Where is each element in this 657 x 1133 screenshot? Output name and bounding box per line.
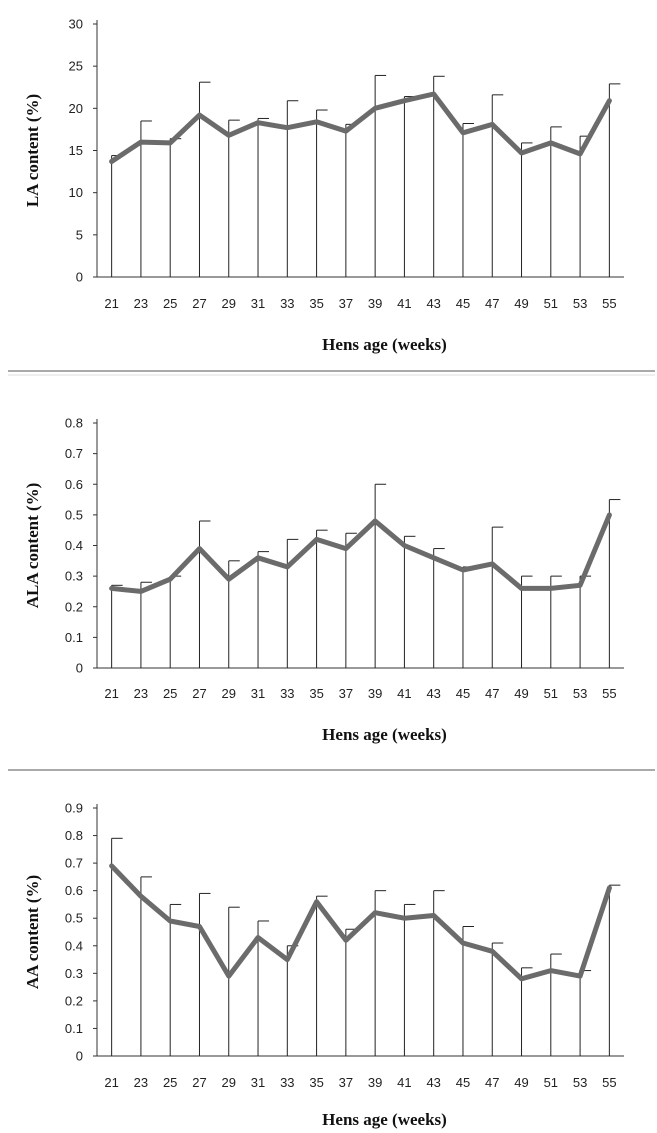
- series-line: [109, 863, 612, 982]
- x-tick-label: 51: [544, 1075, 558, 1090]
- x-tick-label: 29: [222, 296, 236, 311]
- x-tick-label: 55: [602, 296, 616, 311]
- y-tick-label: 0: [76, 661, 83, 676]
- x-tick-label: 23: [134, 686, 148, 701]
- x-tick-label: 43: [426, 1075, 440, 1090]
- y-tick-label: 0.6: [65, 477, 83, 492]
- y-tick-label: 0: [76, 1049, 83, 1064]
- x-tick-label: 53: [573, 296, 587, 311]
- x-tick-label: 25: [163, 296, 177, 311]
- x-tick-label: 41: [397, 686, 411, 701]
- aa-content-chart: 0 0.1 0.2 0.3 0.4 0.5 0.6 0.7 0.8 0.9 21 23 25 27 29 31…: [23, 801, 624, 1129]
- x-tick-label: 39: [368, 686, 382, 701]
- x-tick-label: 53: [573, 1075, 587, 1090]
- x-tick-label: 45: [456, 296, 470, 311]
- x-tick-label: 33: [280, 686, 294, 701]
- y-tick-label: 0.8: [65, 416, 83, 431]
- y-tick-label: 0.1: [65, 630, 83, 645]
- x-tick-label: 41: [397, 296, 411, 311]
- y-tick-label: 0.6: [65, 883, 83, 898]
- y-tick-label: 10: [69, 185, 83, 200]
- x-tick-label: 33: [280, 296, 294, 311]
- ala-content-chart: 0 0.1 0.2 0.3 0.4 0.5 0.6 0.7 0.8 21 23 25 27 29 31 33 3…: [23, 416, 624, 744]
- y-tick-label: 0.7: [65, 856, 83, 871]
- x-tick-label: 49: [514, 686, 528, 701]
- y-axis-label: LA content (%): [23, 94, 42, 207]
- y-tick-label: 5: [76, 227, 83, 242]
- x-tick-label: 37: [339, 296, 353, 311]
- x-tick-label: 47: [485, 296, 499, 311]
- x-tick-label: 55: [602, 686, 616, 701]
- y-tick-label: 0.2: [65, 993, 83, 1008]
- x-tick-label: 39: [368, 1075, 382, 1090]
- x-tick-label: 31: [251, 1075, 265, 1090]
- x-tick-label: 47: [485, 686, 499, 701]
- y-tick-label: 0.3: [65, 569, 83, 584]
- x-tick-label: 27: [192, 686, 206, 701]
- x-tick-label: 55: [602, 1075, 616, 1090]
- x-tick-label: 35: [309, 296, 323, 311]
- x-tick-label: 23: [134, 296, 148, 311]
- x-tick-label: 49: [514, 296, 528, 311]
- x-tick-label: 45: [456, 686, 470, 701]
- y-tick-label: 0.3: [65, 966, 83, 981]
- y-tick-label: 0.9: [65, 801, 83, 816]
- x-tick-label: 29: [222, 686, 236, 701]
- x-tick-label: 29: [222, 1075, 236, 1090]
- x-tick-label: 25: [163, 686, 177, 701]
- y-tick-label: 0: [76, 270, 83, 285]
- x-tick-label: 47: [485, 1075, 499, 1090]
- y-tick-label: 0.2: [65, 599, 83, 614]
- y-axis-label: ALA content (%): [23, 483, 42, 609]
- x-tick-label: 37: [339, 1075, 353, 1090]
- x-tick-label: 41: [397, 1075, 411, 1090]
- x-tick-label: 21: [104, 686, 118, 701]
- x-tick-label: 39: [368, 296, 382, 311]
- x-tick-label: 51: [544, 296, 558, 311]
- series-line: [109, 512, 612, 594]
- y-tick-label: 25: [69, 59, 83, 74]
- x-tick-label: 33: [280, 1075, 294, 1090]
- x-axis-label: Hens age (weeks): [322, 1110, 447, 1129]
- y-tick-label: 20: [69, 101, 83, 116]
- y-tick-label: 0.8: [65, 828, 83, 843]
- x-tick-label: 27: [192, 1075, 206, 1090]
- x-axis-label: Hens age (weeks): [322, 335, 447, 354]
- x-tick-label: 31: [251, 686, 265, 701]
- y-tick-label: 0.4: [65, 938, 83, 953]
- x-axis-label: Hens age (weeks): [322, 725, 447, 744]
- x-tick-label: 21: [104, 1075, 118, 1090]
- x-tick-label: 43: [426, 296, 440, 311]
- y-tick-label: 0.7: [65, 446, 83, 461]
- y-tick-label: 15: [69, 143, 83, 158]
- y-tick-label: 0.1: [65, 1021, 83, 1036]
- x-tick-label: 35: [309, 1075, 323, 1090]
- x-tick-label: 25: [163, 1075, 177, 1090]
- y-tick-label: 0.5: [65, 911, 83, 926]
- x-tick-label: 51: [544, 686, 558, 701]
- x-tick-label: 49: [514, 1075, 528, 1090]
- x-tick-label: 31: [251, 296, 265, 311]
- x-tick-label: 27: [192, 296, 206, 311]
- y-tick-label: 30: [69, 17, 83, 32]
- y-axis-label: AA content (%): [23, 875, 42, 989]
- x-tick-label: 43: [426, 686, 440, 701]
- series-line: [109, 91, 612, 164]
- x-tick-label: 35: [309, 686, 323, 701]
- y-tick-label: 0.5: [65, 507, 83, 522]
- x-tick-label: 23: [134, 1075, 148, 1090]
- la-content-chart: 0 5 10 15 20 25 30 21 23 25 27 29 31 33 35 37 39 41 43 45 47…: [23, 17, 624, 354]
- y-tick-label: 0.4: [65, 538, 83, 553]
- x-tick-label: 37: [339, 686, 353, 701]
- x-tick-label: 53: [573, 686, 587, 701]
- x-tick-label: 45: [456, 1075, 470, 1090]
- x-tick-label: 21: [104, 296, 118, 311]
